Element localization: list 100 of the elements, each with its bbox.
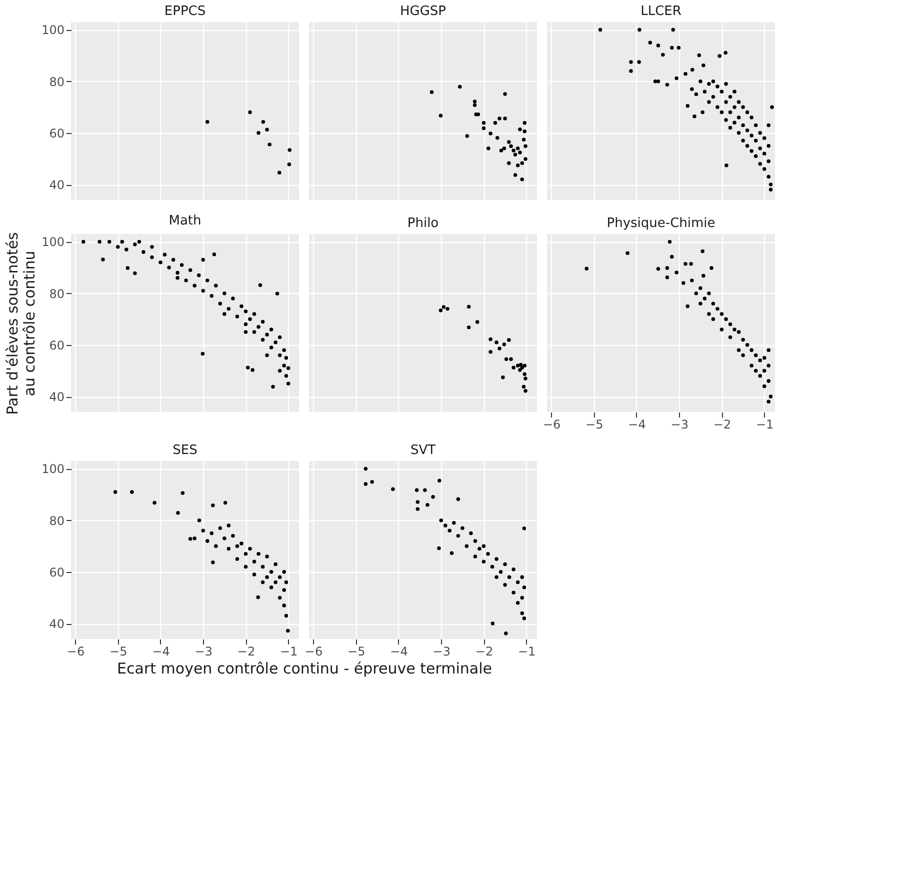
point <box>486 146 490 150</box>
point <box>689 262 693 266</box>
point <box>482 126 486 130</box>
x-tick-label: −5 <box>110 644 128 658</box>
point <box>698 286 702 290</box>
point <box>176 510 180 515</box>
x-tick-label: −2 <box>237 644 256 658</box>
point <box>766 379 770 383</box>
point <box>724 317 728 321</box>
point <box>512 590 516 594</box>
point <box>503 582 507 587</box>
point <box>488 350 492 354</box>
point <box>502 342 506 346</box>
point <box>494 575 498 579</box>
point <box>656 266 660 271</box>
point <box>512 148 516 152</box>
point <box>456 497 460 502</box>
point <box>503 562 507 566</box>
point <box>513 173 518 177</box>
point <box>711 302 716 306</box>
point <box>766 400 770 404</box>
point <box>494 557 498 561</box>
point <box>524 144 528 148</box>
point <box>197 518 202 522</box>
point <box>438 308 443 312</box>
point <box>522 526 526 530</box>
x-tick-label: −3 <box>194 644 212 658</box>
point <box>466 304 471 309</box>
point <box>518 150 522 154</box>
point <box>431 494 435 499</box>
point <box>466 326 471 330</box>
point <box>265 575 269 579</box>
point <box>130 490 134 494</box>
point <box>750 348 754 352</box>
point <box>214 544 218 548</box>
point <box>288 148 292 152</box>
point <box>524 388 528 393</box>
point <box>438 478 442 482</box>
y-axis-title: Part d'élèves sous-notés au contrôle continu <box>4 232 39 415</box>
point <box>486 552 490 556</box>
point <box>414 488 419 492</box>
point <box>494 340 498 344</box>
y-tick-label: 40 <box>49 617 64 632</box>
point <box>507 161 511 165</box>
point <box>495 136 500 140</box>
point <box>252 572 256 576</box>
x-tick-label: −6 <box>304 644 323 658</box>
point <box>702 274 706 278</box>
point <box>750 364 754 368</box>
x-tick-label: −5 <box>348 644 366 658</box>
chart-title: HGGSP <box>400 4 446 19</box>
point <box>768 394 773 398</box>
point <box>473 554 478 558</box>
point <box>745 343 750 347</box>
point <box>473 539 478 543</box>
point <box>444 524 448 528</box>
point <box>524 376 528 380</box>
point <box>516 146 520 150</box>
point <box>520 575 524 579</box>
point <box>192 536 196 540</box>
x-tick-label: −6 <box>542 418 561 432</box>
point <box>720 312 724 316</box>
chart-title: SES <box>172 443 198 458</box>
point <box>456 534 460 538</box>
point <box>265 128 269 132</box>
y-tick-label: 100 <box>42 462 64 476</box>
point <box>507 140 511 144</box>
x-tick-label: −3 <box>432 644 450 658</box>
point <box>490 564 494 569</box>
point <box>499 148 504 152</box>
point <box>686 304 690 308</box>
point <box>256 131 260 135</box>
point <box>265 554 269 558</box>
point <box>482 544 486 548</box>
point <box>516 164 520 168</box>
point <box>682 281 686 285</box>
point <box>113 490 118 494</box>
point <box>282 604 286 608</box>
point <box>460 526 464 530</box>
chart-title: LLCER <box>640 4 682 19</box>
y-tick-label: 60 <box>49 126 64 140</box>
point <box>416 507 420 511</box>
point <box>188 537 192 541</box>
point <box>464 544 469 548</box>
point <box>518 368 522 372</box>
point <box>469 531 473 536</box>
chart-title: Math <box>168 214 202 229</box>
point <box>472 100 477 104</box>
point <box>522 616 526 620</box>
point <box>475 320 480 324</box>
point <box>716 306 720 311</box>
point <box>700 249 704 254</box>
point <box>513 152 518 156</box>
point <box>287 162 292 166</box>
point <box>284 614 288 618</box>
x-axis-title: Ecart moyen contrôle continu - épreuve terminale <box>117 660 492 678</box>
point <box>503 116 507 120</box>
point <box>512 366 516 370</box>
point <box>694 291 698 296</box>
point <box>584 266 589 270</box>
